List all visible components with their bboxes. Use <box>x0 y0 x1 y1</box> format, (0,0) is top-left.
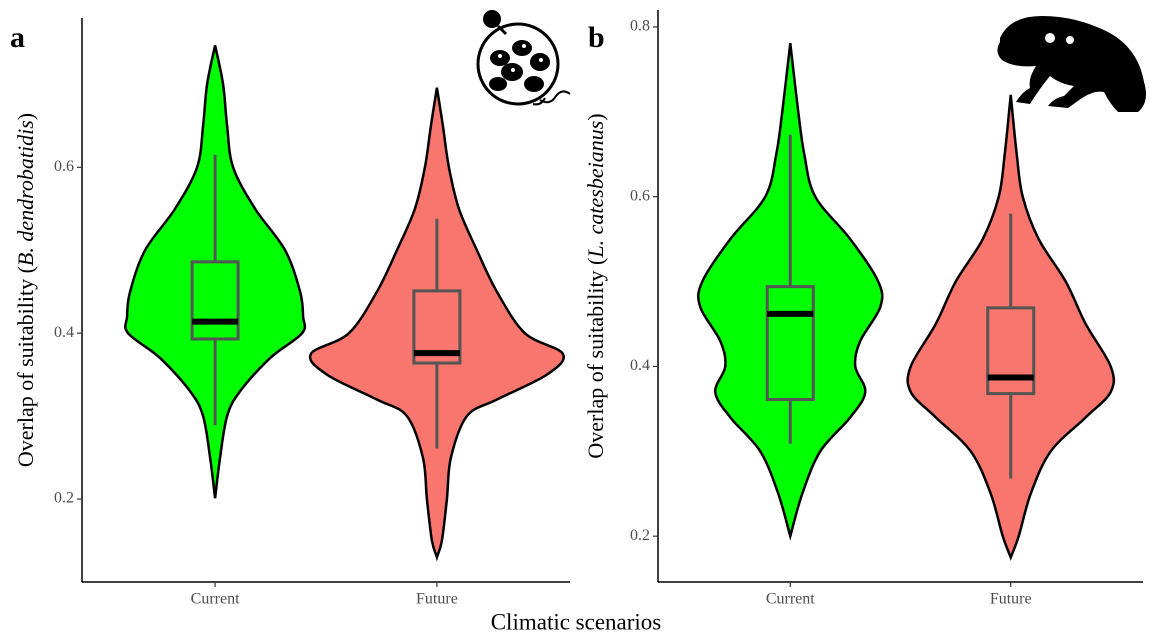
y-tick-label: 0.6 <box>54 158 74 175</box>
box <box>192 262 238 339</box>
x-axis-title: Climatic scenarios <box>491 609 662 634</box>
chart: Climatic scenarios 0.2 0.4 0.6 Overlap of s… <box>0 0 1153 638</box>
y-axis-title: Overlap of suitability (B. dendrobatidis… <box>13 113 38 467</box>
y-tick-label: 0.8 <box>630 18 650 35</box>
x-tick-label: Future <box>416 591 458 608</box>
y-axis-title-part: Overlap of suitability ( <box>13 266 38 467</box>
y-tick-label: 0.4 <box>54 324 74 341</box>
x-tick-label: Future <box>990 591 1032 608</box>
y-axis-title-part: Overlap of suitability ( <box>583 258 608 459</box>
y-axis-title-part: ) <box>583 113 608 120</box>
x-tick-label: Current <box>766 591 815 608</box>
x-tick-label: Current <box>191 591 240 608</box>
y-axis-title-part: ) <box>13 113 38 120</box>
y-axis-title-part: L. catesbeianus <box>583 121 608 259</box>
y-tick-label: 0.2 <box>630 527 650 544</box>
panel-label: a <box>10 21 25 54</box>
y-tick-label: 0.6 <box>630 187 650 204</box>
page: {"xlabel": "Climatic scenarios", "chart_… <box>0 0 1153 638</box>
y-tick-label: 0.2 <box>54 490 74 507</box>
y-axis-title: Overlap of suitability (L. catesbeianus) <box>583 113 608 458</box>
y-tick-label: 0.4 <box>630 357 650 374</box>
y-axis-title-part: B. dendrobatidis <box>13 120 38 266</box>
panel-label: b <box>588 21 605 54</box>
box <box>767 287 813 400</box>
box <box>988 308 1034 394</box>
